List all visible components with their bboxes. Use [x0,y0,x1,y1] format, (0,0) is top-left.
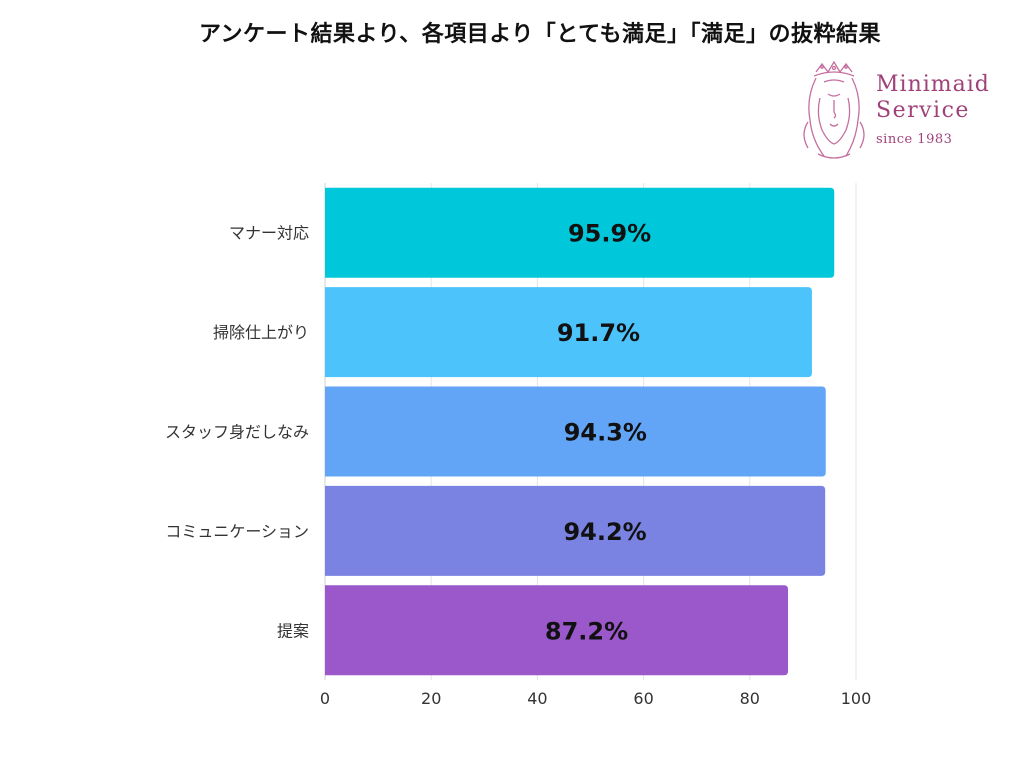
x-tick-label: 80 [740,689,760,708]
data-label: 95.9% [568,220,651,248]
x-tick-label: 20 [421,689,441,708]
data-label: 94.2% [563,518,646,546]
page-title: アンケート結果より、各項目より「とても満足」「満足」の抜粋結果 [198,22,882,47]
bar [325,187,835,278]
x-tick-label: 40 [527,689,547,708]
bar [325,485,826,576]
logo-text-line1: Minimaid [876,72,990,97]
logo-text-line2: Service [876,98,970,123]
category-label: マナー対応 [229,224,309,243]
x-tick-label: 60 [633,689,653,708]
data-label: 91.7% [557,319,640,347]
x-tick-label: 0 [320,689,330,708]
category-label: 提案 [277,621,309,640]
bar [325,386,826,477]
brand-logo: Minimaid Service since 1983 [794,58,1014,168]
data-label: 87.2% [545,617,628,645]
category-label: コミュニケーション [165,522,309,541]
maid-portrait-icon [803,60,865,159]
bar [325,585,789,676]
category-label: 掃除仕上がり [213,323,309,342]
x-tick-label: 100 [841,689,872,708]
category-label: スタッフ身だしなみ [165,423,309,442]
data-label: 94.3% [564,419,647,447]
logo-text-line3: since 1983 [876,132,953,147]
bar [325,287,812,378]
